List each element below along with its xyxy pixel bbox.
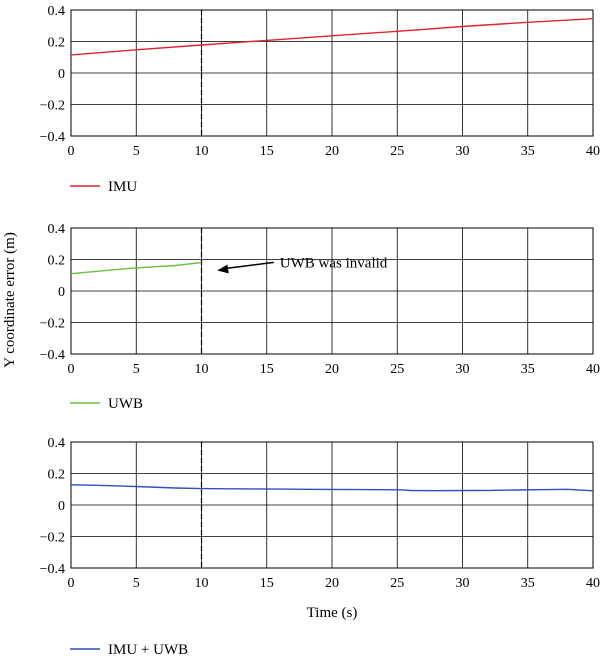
chart-panel-1: 0 5 10 15 20 25 30 35 40 0.4 0.2 0 −0.2 −0.4 IMU (40, 4, 600, 195)
legend-label: IMU + UWB (108, 642, 188, 658)
x-tick-label: 40 (586, 144, 600, 159)
x-tick-label: 35 (521, 144, 535, 159)
x-tick-label: 25 (390, 144, 404, 159)
y-tick-label: 0.4 (48, 436, 66, 451)
x-tick-label: 30 (456, 576, 470, 591)
chart-panel-2: 0 5 10 15 20 25 30 35 40 0.4 0.2 0 −0.2 −0.4 UWB UWB wa… (40, 222, 600, 412)
x-tick-label: 35 (521, 576, 535, 591)
annotation-arrow-head (217, 264, 229, 274)
annotation-arrow-shaft (225, 261, 274, 270)
plot-frame (70, 9, 594, 137)
x-tick-label: 5 (133, 362, 140, 377)
y-tick-label: 0.2 (48, 468, 66, 483)
x-tick-label: 10 (195, 576, 209, 591)
y-tick-label: −0.4 (40, 562, 65, 577)
y-tick-label: −0.2 (40, 99, 65, 114)
x-tick-label: 15 (260, 362, 274, 377)
y-tick-label: 0.4 (48, 4, 66, 19)
x-tick-label: 0 (68, 576, 75, 591)
x-axis-label: Time (s) (307, 605, 358, 621)
x-tick-label: 15 (260, 576, 274, 591)
x-tick-label: 0 (68, 362, 75, 377)
legend-label: UWB (108, 396, 143, 412)
x-tick-label: 25 (390, 362, 404, 377)
x-tick-label: 5 (133, 144, 140, 159)
y-tick-label: 0.2 (48, 254, 66, 269)
chart-panel-3: 0 5 10 15 20 25 30 35 40 0.4 0.2 0 −0.2 −0.4 IMU + UWB (40, 436, 600, 658)
y-tick-label: 0 (58, 285, 65, 300)
y-tick-label: −0.4 (40, 130, 65, 145)
series-line-uwb (70, 261, 202, 275)
x-tick-label: 20 (325, 362, 339, 377)
x-tick-label: 10 (195, 362, 209, 377)
x-tick-label: 40 (586, 576, 600, 591)
x-tick-label: 20 (325, 144, 339, 159)
y-tick-label: 0 (58, 67, 65, 82)
annotation-text: UWB was invalid (280, 255, 388, 271)
y-tick-label: 0 (58, 499, 65, 514)
x-tick-label: 35 (521, 362, 535, 377)
series-line-imu (70, 18, 594, 56)
plot-frame (70, 227, 594, 355)
x-tick-label: 30 (456, 362, 470, 377)
y-tick-label: −0.2 (40, 317, 65, 332)
y-tick-label: 0.2 (48, 36, 66, 51)
x-tick-label: 10 (195, 144, 209, 159)
series-line-imu-uwb (70, 484, 594, 492)
x-tick-label: 5 (133, 576, 140, 591)
x-tick-label: 40 (586, 362, 600, 377)
y-axis-label: Y coordinate error (m) (2, 232, 18, 368)
legend-label: IMU (108, 179, 137, 195)
x-tick-label: 0 (68, 144, 75, 159)
plot-frame (70, 441, 594, 569)
x-tick-label: 30 (456, 144, 470, 159)
y-tick-label: 0.4 (48, 222, 66, 237)
chart-panels: 0 5 10 15 20 25 30 35 40 0.4 0.2 0 −0.2 −0.4 IMU 0 5 10 15… (40, 4, 600, 658)
x-tick-label: 20 (325, 576, 339, 591)
x-tick-label: 15 (260, 144, 274, 159)
y-tick-label: −0.2 (40, 531, 65, 546)
x-tick-label: 25 (390, 576, 404, 591)
y-tick-label: −0.4 (40, 348, 65, 363)
